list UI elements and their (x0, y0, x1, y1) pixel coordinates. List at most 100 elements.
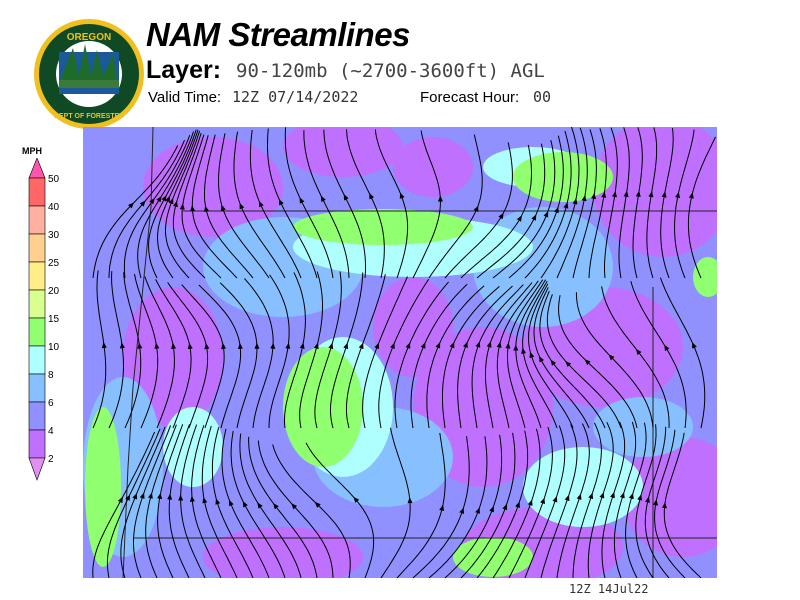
streamline-arrow (128, 202, 135, 209)
streamline-arrow (187, 342, 193, 350)
legend-tick-label: 30 (48, 230, 60, 241)
streamline-arrow (513, 344, 519, 351)
streamline (460, 432, 516, 578)
streamline (412, 436, 470, 578)
streamline-arrow (563, 202, 569, 209)
layer-label: Layer: (146, 56, 222, 84)
legend-tick-label: 4 (48, 426, 54, 437)
streamline (426, 285, 485, 429)
streamline-arrow (171, 342, 177, 350)
streamline (133, 425, 172, 578)
streamline (180, 424, 206, 578)
streamline-arrow (502, 503, 508, 511)
streamline (305, 442, 375, 578)
streamline (244, 278, 274, 429)
streamline-arrow (314, 501, 321, 508)
fill-region (593, 397, 693, 457)
streamline (410, 283, 468, 429)
streamline-arrow (591, 192, 596, 200)
streamline (673, 129, 695, 279)
streamline-arrow (101, 341, 107, 349)
streamline-arrow (459, 507, 464, 514)
legend-tick-label: 8 (48, 370, 54, 381)
streamline (457, 285, 513, 429)
streamline-arrow (565, 360, 572, 368)
streamline-arrow (242, 501, 248, 508)
streamline (508, 426, 553, 578)
streamline-arrow (531, 214, 537, 221)
streamline (601, 421, 626, 578)
streamline (654, 429, 686, 578)
streamline (165, 130, 201, 279)
layer-value: 90-120mb (~2700-3600ft) AGL (236, 60, 545, 82)
streamline (613, 421, 637, 578)
streamline-arrow (515, 501, 520, 509)
legend-swatch (28, 289, 46, 319)
oregon-department-of-forestry-logo: OREGON DEPT OF FORESTRY (34, 19, 144, 129)
streamline-arrow (132, 492, 137, 500)
forecast-hour-value: 00 (533, 88, 552, 106)
streamline-arrow (117, 496, 123, 504)
streamline-arrow (328, 342, 334, 350)
streamline-arrow (161, 195, 167, 202)
streamline-arrow (353, 496, 360, 503)
streamline-arrow (486, 341, 492, 348)
streamline-arrow (505, 342, 511, 349)
streamline (428, 134, 483, 279)
streamline (144, 276, 175, 429)
legend-tick-label: 10 (48, 342, 60, 353)
streamline-arrow (270, 342, 276, 349)
streamline-arrow (572, 198, 578, 205)
streamline-arrow (168, 197, 174, 205)
streamline (239, 433, 302, 578)
streamline-arrow (139, 492, 145, 499)
streamline (230, 430, 286, 578)
streamline (303, 130, 350, 279)
fill-region (283, 347, 363, 467)
streamline-arrow (437, 195, 443, 202)
valid-time-value: 12Z 07/14/2022 (232, 88, 359, 106)
streamline-arrow (475, 341, 481, 348)
streamline (156, 129, 199, 279)
streamline (248, 436, 318, 578)
streamline (644, 426, 670, 578)
streamline-arrow (407, 497, 413, 504)
streamline-arrow (564, 494, 570, 502)
streamline (106, 428, 161, 578)
streamline-arrow (237, 342, 243, 350)
streamline (632, 127, 643, 279)
streamline-arrow (156, 195, 162, 203)
streamline-arrow (320, 195, 326, 202)
svg-text:DEPT OF FORESTRY: DEPT OF FORESTRY (54, 113, 124, 120)
streamline (660, 127, 674, 279)
streamline-arrow (137, 342, 143, 349)
streamline (485, 282, 533, 429)
streamline (663, 432, 702, 578)
streamline-arrow (299, 197, 305, 204)
streamline (374, 129, 409, 279)
streamline (496, 280, 539, 429)
streamline (249, 129, 302, 279)
streamline (314, 271, 342, 429)
streamline (168, 424, 190, 578)
streamline-arrow (463, 341, 468, 349)
streamline (346, 129, 385, 279)
streamline-arrow (601, 191, 607, 198)
svg-text:OREGON: OREGON (67, 32, 111, 43)
streamline (524, 130, 572, 279)
legend-tick-label: 40 (48, 202, 60, 213)
streamline-arrow (496, 341, 502, 348)
streamline-arrow (257, 502, 263, 509)
streamline (148, 129, 197, 279)
fill-region (293, 209, 473, 245)
streamline-arrow (178, 494, 184, 501)
legend-tick-label: 15 (48, 314, 60, 325)
streamline (323, 129, 366, 279)
streamline-arrow (190, 205, 196, 212)
streamline-arrow (628, 492, 634, 500)
streamline-arrow (584, 359, 591, 366)
legend-swatch (28, 345, 46, 375)
streamline (181, 134, 222, 279)
fill-region (283, 127, 403, 177)
streamline (546, 294, 622, 429)
